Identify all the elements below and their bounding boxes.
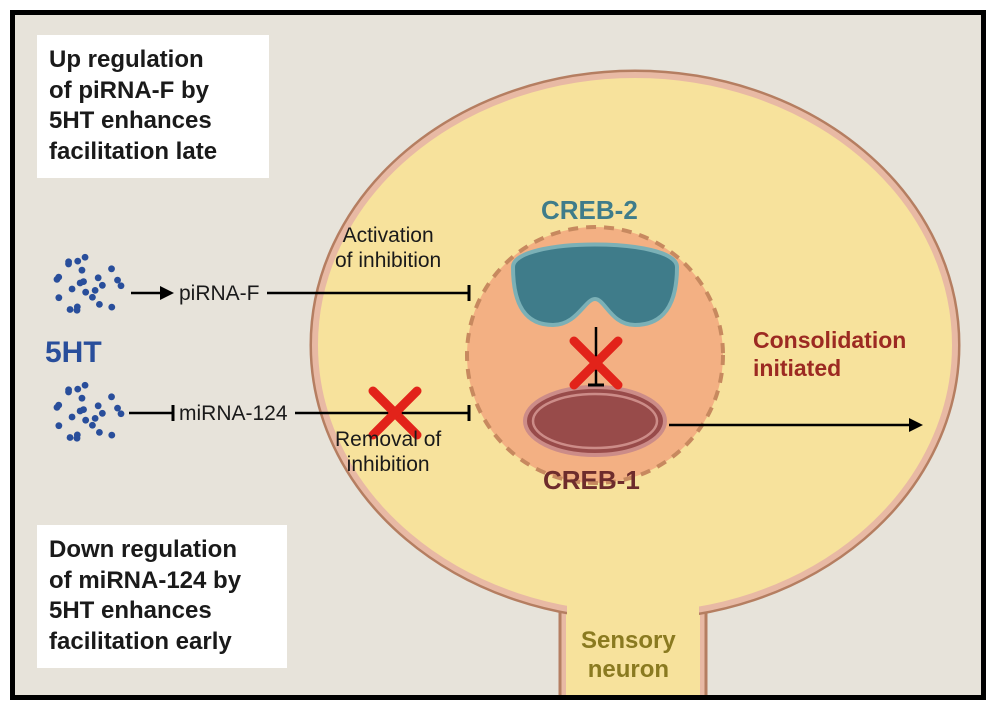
textbox-upregulation: Up regulationof piRNA-F by5HT enhancesfa… xyxy=(37,35,269,178)
label-consolidation-initiated: Consolidationinitiated xyxy=(753,327,906,382)
label-creb2: CREB-2 xyxy=(541,195,638,226)
diagram-canvas: Up regulationof piRNA-F by5HT enhancesfa… xyxy=(10,10,986,700)
label-creb1: CREB-1 xyxy=(543,465,640,496)
label-removal-of-inhibition: Removal ofinhibition xyxy=(335,427,441,477)
label-pirna-f: piRNA-F xyxy=(179,281,260,306)
label-mirna-124: miRNA-124 xyxy=(179,401,288,426)
diagram-frame: Up regulationof piRNA-F by5HT enhancesfa… xyxy=(0,0,996,710)
label-5ht: 5HT xyxy=(45,335,102,371)
textbox-downregulation: Down regulationof miRNA-124 by5HT enhanc… xyxy=(37,525,287,668)
label-activation-of-inhibition: Activationof inhibition xyxy=(335,223,441,273)
label-sensory-neuron: Sensoryneuron xyxy=(581,627,676,685)
